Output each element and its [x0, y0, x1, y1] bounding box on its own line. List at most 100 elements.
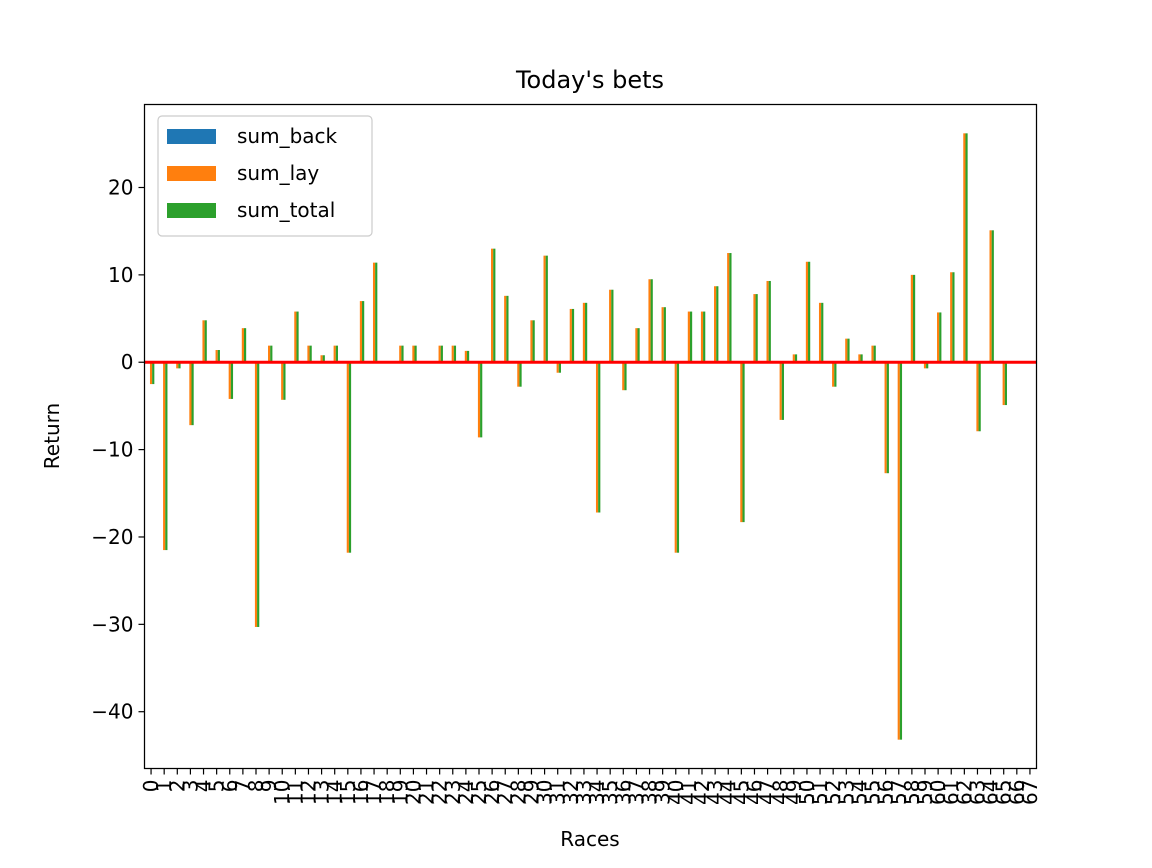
bar-sum_lay-62	[963, 133, 966, 363]
x-tick-label: 37	[624, 780, 648, 805]
bar-sum_total-60	[939, 312, 942, 363]
x-tick-label: 52	[821, 780, 845, 805]
bar-sum_total-25	[480, 362, 483, 438]
x-tick-label: 13	[310, 780, 334, 805]
bar-sum_total-54	[860, 354, 863, 363]
bar-sum_total-15	[348, 362, 352, 553]
bar-sum_total-19	[401, 345, 404, 363]
x-tick-label: 26	[480, 780, 504, 805]
x-tick-label: 11	[283, 780, 307, 805]
x-tick-label: 31	[546, 780, 570, 805]
x-tick-label: 34	[585, 780, 609, 805]
x-tick-label: 66	[1005, 780, 1029, 805]
plot-area: 20100−10−20−30−4001234567891011121314151…	[91, 133, 1042, 805]
bar-sum_lay-26	[491, 248, 494, 363]
bar-sum_lay-17	[372, 262, 376, 363]
x-tick-label: 49	[782, 780, 806, 805]
bar-sum_total-6	[230, 362, 234, 399]
y-tick-label: 20	[108, 176, 133, 200]
bar-sum_total-63	[978, 362, 981, 432]
bar-sum_lay-11	[294, 311, 297, 363]
bar-sum_lay-54	[858, 354, 861, 363]
x-tick-label: 5	[205, 780, 229, 793]
x-tick-label: 12	[296, 780, 320, 805]
bar-sum_total-49	[794, 354, 798, 363]
x-tick-label: 23	[441, 780, 465, 805]
bar-sum_total-8	[257, 362, 260, 627]
bar-sum_total-0	[152, 362, 155, 385]
bar-sum_lay-1	[163, 362, 166, 551]
bar-sum_lay-37	[635, 328, 638, 363]
legend-label-sum_back: sum_back	[237, 124, 338, 148]
bar-sum_total-39	[663, 307, 666, 363]
bar-sum_total-30	[545, 255, 548, 363]
legend-swatch-sum_total	[167, 203, 216, 218]
bar-sum_total-65	[1004, 362, 1007, 406]
legend: sum_back sum_lay sum_total	[157, 115, 373, 237]
bar-sum_lay-25	[477, 362, 481, 438]
x-tick-label: 44	[716, 780, 740, 805]
bar-sum_total-58	[912, 274, 916, 363]
bar-sum_total-37	[637, 328, 640, 363]
plot-frame	[143, 103, 1038, 770]
bar-sum_lay-64	[989, 230, 992, 363]
bar-sum_lay-15	[346, 362, 349, 553]
bar-sum_total-61	[952, 272, 955, 363]
bar-sum_lay-33	[582, 302, 586, 363]
x-tick-label: 1	[152, 780, 176, 793]
bar-sum_total-56	[886, 362, 889, 474]
chart-title: Today's bets	[515, 66, 664, 94]
bar-sum_total-2	[178, 362, 181, 369]
x-tick-label: 30	[533, 780, 557, 805]
bar-sum_lay-3	[189, 362, 192, 426]
x-tick-label: 7	[231, 780, 255, 793]
x-tick-label: 36	[611, 780, 635, 805]
x-tick-label: 32	[559, 780, 583, 805]
x-tick-label: 45	[729, 780, 753, 805]
bar-sum_lay-8	[254, 362, 258, 627]
bar-sum_total-13	[322, 355, 325, 363]
x-tick-label: 10	[270, 780, 294, 805]
y-tick-label: −10	[91, 438, 133, 462]
bar-sum_total-9	[270, 345, 273, 363]
bar-sum_total-40	[676, 362, 680, 553]
bar-sum_lay-39	[661, 307, 664, 363]
x-tick-label: 38	[638, 780, 662, 805]
bar-sum_lay-20	[412, 345, 415, 363]
bar-sum_lay-28	[517, 362, 520, 387]
x-tick-label: 24	[454, 780, 478, 805]
x-tick-label: 0	[139, 780, 163, 793]
bar-sum_total-7	[243, 328, 247, 363]
x-tick-label: 9	[257, 780, 281, 793]
bar-sum_lay-5	[215, 350, 218, 363]
x-tick-label: 41	[677, 780, 701, 805]
bar-sum_lay-16	[359, 301, 363, 363]
x-tick-label: 20	[401, 780, 425, 805]
bar-sum_total-57	[899, 362, 903, 740]
legend-label-sum_total: sum_total	[237, 198, 335, 222]
x-axis-label: Races	[560, 827, 619, 851]
y-tick-label: 0	[121, 350, 134, 374]
x-tick-label: 16	[349, 780, 373, 805]
bar-sum_lay-48	[779, 362, 782, 420]
bar-sum_total-51	[821, 302, 824, 363]
bar-sum_total-28	[519, 362, 522, 387]
x-tick-label: 64	[979, 780, 1003, 805]
bar-sum_total-50	[808, 261, 811, 363]
x-tick-label: 28	[506, 780, 530, 805]
bar-sum_lay-65	[1002, 362, 1005, 406]
x-tick-label: 33	[572, 780, 596, 805]
bar-sum_lay-58	[910, 274, 913, 363]
bar-sum_total-20	[414, 345, 417, 363]
x-tick-label: 22	[428, 780, 452, 805]
x-tick-label: 21	[415, 780, 439, 805]
bar-sum_lay-50	[805, 261, 809, 363]
bar-sum_lay-53	[845, 338, 848, 363]
x-tick-label: 8	[244, 780, 268, 793]
bar-sum_total-5	[217, 350, 220, 363]
bar-sum_total-27	[506, 295, 509, 363]
x-tick-label: 57	[887, 780, 911, 805]
x-tick-label: 51	[808, 780, 832, 805]
bar-sum_total-3	[191, 362, 194, 426]
bar-sum_lay-42	[700, 311, 704, 363]
